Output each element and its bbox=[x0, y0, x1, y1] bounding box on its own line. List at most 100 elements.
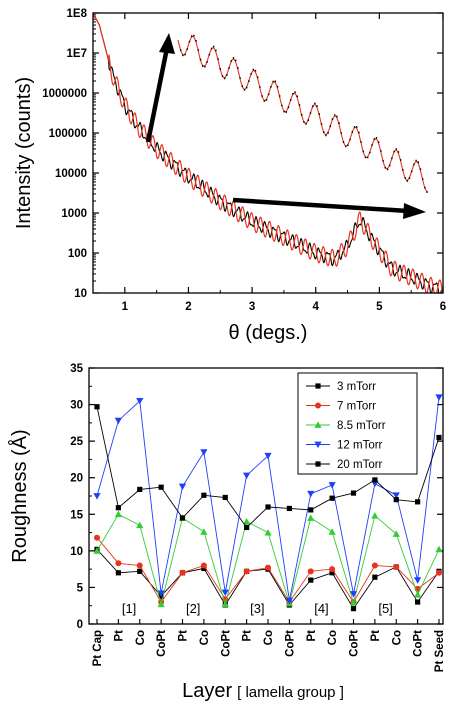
marker-square bbox=[244, 524, 250, 531]
marker-triangle-up bbox=[328, 528, 336, 535]
marker-circle bbox=[243, 568, 250, 575]
marker-square bbox=[350, 606, 357, 612]
marker-circle bbox=[136, 562, 143, 569]
x-tick-label: Co bbox=[263, 630, 275, 645]
marker-circle bbox=[393, 563, 400, 570]
marker-triangle-up bbox=[264, 528, 272, 536]
x-axis-label: θ (degs.) bbox=[229, 322, 308, 344]
marker-circle bbox=[371, 562, 378, 569]
marker-triangle-up bbox=[157, 600, 165, 608]
lamella-group-label: [2] bbox=[186, 601, 200, 616]
continuation-arrow-shaft bbox=[232, 197, 409, 214]
series-line bbox=[96, 513, 440, 607]
x-tick-label: CoPt bbox=[156, 630, 168, 657]
series-4 bbox=[94, 404, 442, 531]
marker-circle bbox=[315, 402, 321, 409]
marker-triangle-up bbox=[221, 600, 229, 608]
marker-circle bbox=[200, 562, 207, 569]
marker-triangle-down bbox=[114, 417, 122, 425]
lamella-group-label: [3] bbox=[250, 601, 264, 616]
marker-circle bbox=[329, 566, 336, 573]
marker-square bbox=[415, 499, 421, 505]
x-axis-label-group: Layer [ lamella group ] bbox=[182, 680, 344, 702]
x-tick-label: 2 bbox=[185, 301, 191, 313]
marker-circle bbox=[179, 569, 186, 576]
legend-label: 3 mTorr bbox=[337, 381, 376, 393]
y-tick-label: 15 bbox=[70, 509, 83, 521]
x-tick-label: Co bbox=[199, 630, 211, 645]
marker-triangle-up bbox=[414, 591, 422, 598]
y-axis-label: Roughness (Å) bbox=[8, 429, 31, 562]
x-tick-label: CoPt bbox=[349, 630, 361, 657]
x-tick-label: Pt Seed bbox=[434, 630, 446, 672]
marker-circle bbox=[265, 564, 271, 571]
y-tick-label: 10 bbox=[74, 288, 87, 300]
marker-triangle-up bbox=[136, 521, 144, 529]
x-tick-label: 1 bbox=[122, 301, 129, 313]
marker-circle bbox=[307, 568, 314, 575]
y-tick-label: 0 bbox=[77, 619, 83, 631]
marker-square bbox=[308, 577, 314, 583]
marker-square bbox=[372, 477, 378, 483]
x-tick-label: CoPt bbox=[220, 630, 232, 657]
marker-square bbox=[329, 570, 335, 576]
zoom-arrow-shaft bbox=[145, 47, 170, 143]
marker-square bbox=[286, 505, 292, 512]
marker-square bbox=[436, 434, 442, 441]
x-tick-label: Pt bbox=[242, 630, 254, 642]
x-tick-label: 5 bbox=[376, 301, 383, 313]
marker-square bbox=[393, 497, 399, 503]
marker-square bbox=[415, 599, 421, 605]
marker-triangle-down bbox=[314, 441, 322, 449]
inset-fit-curve bbox=[177, 35, 428, 193]
x-tick-label: Pt bbox=[306, 630, 318, 642]
y-tick-label: 1000 bbox=[61, 208, 87, 220]
marker-square bbox=[137, 486, 143, 493]
marker-triangle-down bbox=[178, 483, 187, 491]
x-axis-label-suffix: [ lamella group ] bbox=[237, 684, 344, 701]
marker-triangle-down bbox=[307, 490, 315, 498]
y-tick-label: 20 bbox=[70, 473, 83, 485]
marker-triangle-down bbox=[349, 591, 358, 598]
x-tick-label: CoPt bbox=[413, 630, 425, 657]
marker-triangle-down bbox=[328, 482, 336, 489]
plot-frame bbox=[92, 12, 444, 294]
legend-label: 12 mTorr bbox=[337, 440, 383, 452]
marker-square bbox=[137, 568, 143, 574]
marker-circle bbox=[115, 560, 122, 567]
inset-data-points bbox=[180, 34, 428, 193]
x-axis-label: Layer bbox=[182, 680, 232, 702]
x-tick-label: Co bbox=[135, 630, 147, 645]
marker-triangle-up bbox=[114, 510, 122, 518]
x-tick-label: Pt Cap bbox=[92, 630, 104, 666]
data-series-1 bbox=[92, 12, 444, 294]
series-3 bbox=[93, 394, 443, 605]
x-tick-label: 4 bbox=[313, 301, 320, 313]
x-tick-label: Pt bbox=[370, 630, 382, 642]
series-2 bbox=[93, 510, 443, 608]
marker-square bbox=[115, 570, 121, 576]
marker-square bbox=[115, 505, 121, 511]
data-series-0 bbox=[92, 12, 443, 294]
x-tick-label: CoPt bbox=[284, 630, 296, 657]
legend-label: 20 mTorr bbox=[337, 459, 383, 471]
x-tick-label: Pt bbox=[178, 630, 190, 642]
marker-triangle-down bbox=[285, 597, 293, 605]
lamella-group-label: [5] bbox=[378, 601, 392, 616]
y-tick-label: 35 bbox=[70, 363, 83, 375]
x-tick-label: Co bbox=[327, 630, 339, 645]
marker-triangle-down bbox=[157, 590, 165, 597]
y-tick-label: 1E8 bbox=[67, 8, 88, 20]
lamella-group-label: [1] bbox=[122, 601, 136, 616]
marker-triangle-down bbox=[392, 492, 400, 499]
y-tick-label: 1000000 bbox=[42, 88, 87, 100]
plot-frame bbox=[88, 367, 444, 625]
marker-square bbox=[94, 404, 100, 410]
y-tick-label: 5 bbox=[77, 582, 84, 594]
marker-square bbox=[222, 494, 228, 501]
marker-triangle-up bbox=[314, 421, 322, 428]
marker-square bbox=[201, 492, 207, 498]
x-tick-label: 6 bbox=[440, 301, 446, 313]
intensity-chart: 10 100 1000 10000 100000 1000000 1E7 1E8 1 2 3 4 5 6 I… bbox=[13, 8, 446, 344]
